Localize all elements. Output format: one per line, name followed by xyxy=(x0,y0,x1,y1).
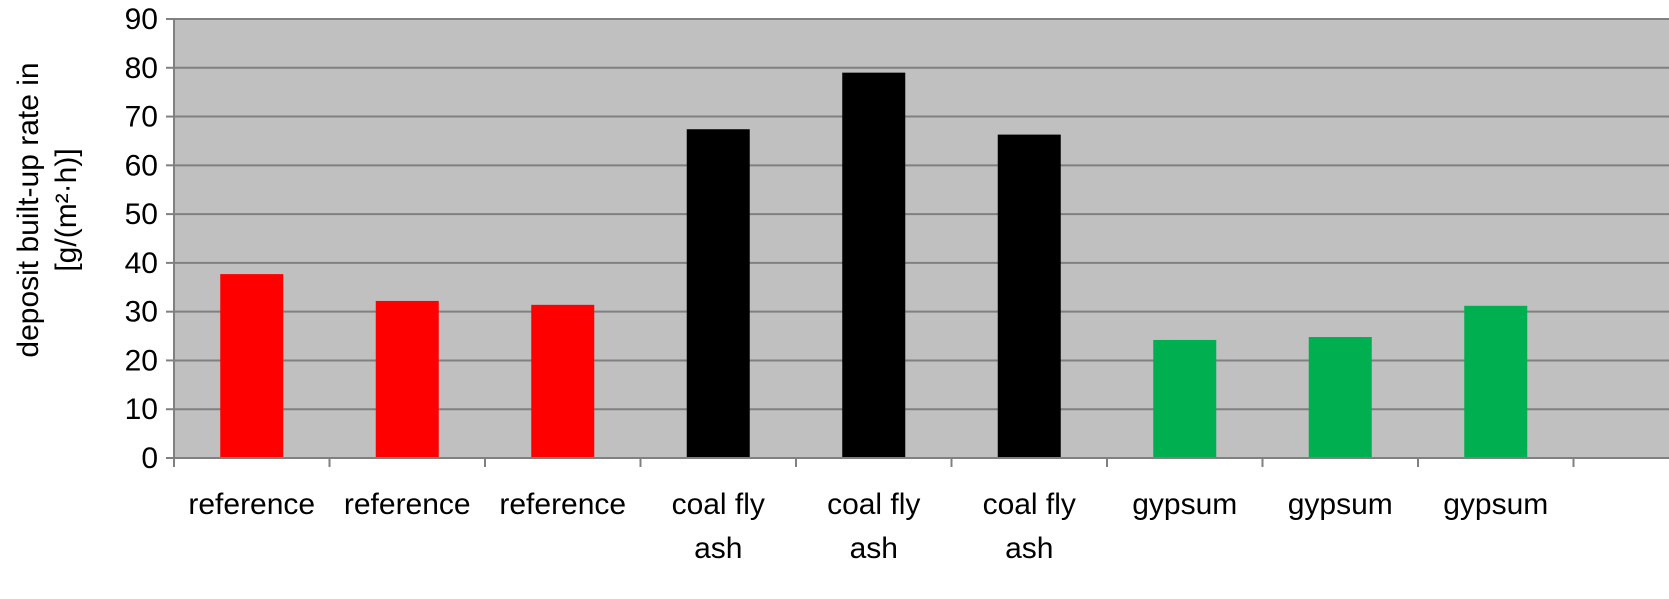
x-category-label-line: coal fly xyxy=(983,488,1076,521)
x-category-label-line: gypsum xyxy=(1288,488,1393,521)
y-tick-label: 90 xyxy=(125,3,158,36)
bar xyxy=(1308,337,1372,458)
y-tick-labels: 0 10 20 30 40 50 60 70 80 90 xyxy=(125,3,158,475)
x-category-label-line: reference xyxy=(499,488,626,521)
y-tick-label: 0 xyxy=(141,442,158,475)
axes xyxy=(166,18,1669,467)
y-tick-label: 70 xyxy=(125,101,158,134)
x-category-label-line: gypsum xyxy=(1132,488,1237,521)
x-category-labels: reference reference reference coal fly ashco… xyxy=(188,488,1548,565)
y-axis-title: deposit built-up rate in [g/(m²·h)] xyxy=(12,62,83,357)
x-category-label: coal fly ash xyxy=(827,488,920,565)
y-tick-label: 60 xyxy=(125,149,158,182)
x-category-label-line: reference xyxy=(188,488,315,521)
x-category-label-line: reference xyxy=(344,488,471,521)
x-category-label: coal fly ash xyxy=(983,488,1076,565)
y-tick-label: 10 xyxy=(125,393,158,426)
bar xyxy=(375,300,439,458)
bar xyxy=(1153,339,1217,458)
x-category-label: coal fly ash xyxy=(672,488,765,565)
y-tick-label: 40 xyxy=(125,247,158,280)
y-tick-label: 20 xyxy=(125,344,158,377)
x-category-label-line: ash xyxy=(694,532,742,565)
x-category-label: gypsum xyxy=(1443,488,1548,521)
bars xyxy=(220,72,1528,459)
x-category-label: gypsum xyxy=(1288,488,1393,521)
y-tick-label: 30 xyxy=(125,296,158,329)
bar xyxy=(1464,305,1528,458)
x-category-label-line: ash xyxy=(850,532,898,565)
bar xyxy=(220,274,284,458)
y-tick-label: 50 xyxy=(125,198,158,231)
bar xyxy=(531,304,595,458)
y-axis-title-line-2: [g/(m²·h)] xyxy=(50,148,83,271)
x-category-label: reference xyxy=(188,488,315,521)
x-category-label: reference xyxy=(344,488,471,521)
x-category-label-line: ash xyxy=(1005,532,1053,565)
y-axis-title-line-1: deposit built-up rate in xyxy=(12,62,45,357)
x-category-label-line: coal fly xyxy=(672,488,765,521)
bar xyxy=(997,134,1061,458)
bar xyxy=(842,72,906,459)
x-category-label-line: gypsum xyxy=(1443,488,1548,521)
x-category-label: reference xyxy=(499,488,626,521)
y-tick-label: 80 xyxy=(125,52,158,85)
bar xyxy=(686,129,750,458)
x-category-label: gypsum xyxy=(1132,488,1237,521)
x-category-label-line: coal fly xyxy=(827,488,920,521)
